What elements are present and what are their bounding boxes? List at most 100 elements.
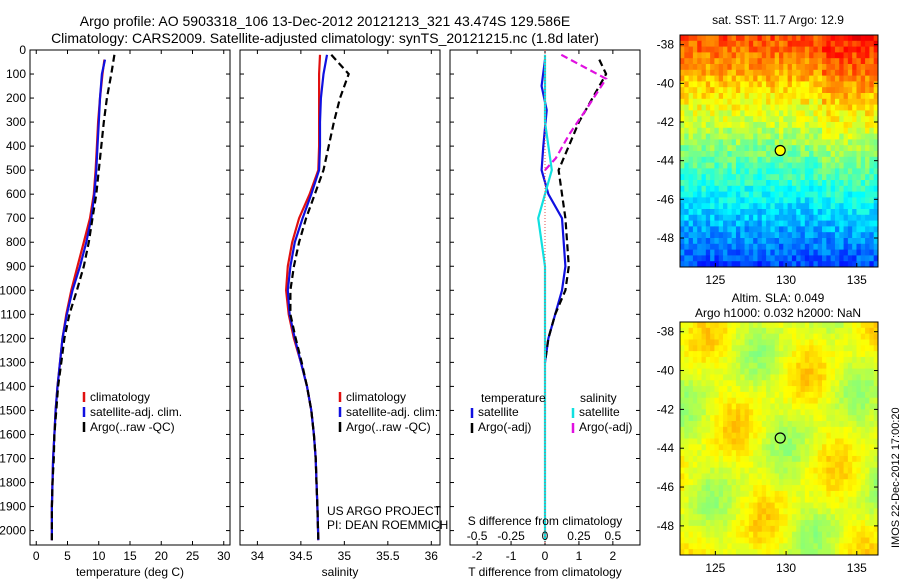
sst_map-cell xyxy=(839,151,844,158)
sla_map-cell xyxy=(847,322,853,329)
sst_map-cell xyxy=(826,139,832,146)
sst_map-cell xyxy=(873,197,879,204)
sla_map-cell xyxy=(761,322,767,329)
sla_map-cell xyxy=(757,455,763,463)
sla_map-cell xyxy=(684,438,689,445)
sla_map-cell xyxy=(860,508,866,515)
sla_map-cell xyxy=(761,356,767,364)
sst_map-cell xyxy=(766,81,771,88)
sst_map-cell xyxy=(748,151,754,158)
sst_map-cell xyxy=(783,168,788,175)
sla_map-cell xyxy=(817,549,823,556)
sst_map-cell xyxy=(723,52,728,59)
sla_map-cell xyxy=(723,508,728,515)
sla_map-cell xyxy=(813,444,819,451)
sst_map-cell xyxy=(727,93,733,100)
sst_map-cell xyxy=(800,243,806,250)
sst_map-cell xyxy=(830,168,836,175)
sst_map-cell xyxy=(860,249,866,256)
sla_map-cell xyxy=(757,514,763,521)
sst_map-cell xyxy=(839,75,844,82)
sst_map-cell xyxy=(744,58,750,65)
sst_map-cell xyxy=(779,46,784,53)
sst_map-cell xyxy=(684,52,689,59)
sla_map-cell xyxy=(740,426,745,434)
sla_map-cell xyxy=(860,339,866,346)
sst_map-cell xyxy=(865,104,870,111)
sla_map-cell xyxy=(735,403,741,410)
sst_map-cell xyxy=(869,139,875,146)
sst_map-cell xyxy=(692,209,698,216)
sla_map-cell xyxy=(826,450,832,457)
sla_map-cell xyxy=(761,514,767,521)
sst_map-cell xyxy=(813,52,819,59)
sla_map-cell xyxy=(774,351,780,358)
sla_map-cell xyxy=(865,531,870,538)
sst_map-cell xyxy=(697,127,702,134)
sla_map-cell xyxy=(714,485,720,492)
sst_map-cell xyxy=(735,191,741,198)
sla_map-cell xyxy=(791,496,797,503)
sst_map-cell xyxy=(791,180,797,187)
sst_map-cell xyxy=(697,203,702,210)
sst_map-cell xyxy=(791,191,797,198)
sst_map-cell xyxy=(718,93,724,100)
sst_map-cell xyxy=(787,64,793,71)
sla_map-cell xyxy=(800,461,806,469)
sla_map-cell xyxy=(731,432,737,439)
sla_map-cell xyxy=(731,380,737,387)
sla_map-cell xyxy=(856,467,862,474)
sst_map-cell xyxy=(783,238,788,245)
sst_map-cell xyxy=(787,75,793,82)
sst_map-cell xyxy=(718,249,724,256)
sst_map-cell xyxy=(731,185,737,192)
sst_map-cell xyxy=(684,81,689,88)
sla_map-cell xyxy=(705,351,711,358)
sst_map-cell xyxy=(800,238,806,245)
sst_map-cell xyxy=(770,64,776,71)
sla_map-cell xyxy=(796,496,801,503)
sla_map-cell xyxy=(753,345,758,352)
sla_map-cell xyxy=(718,479,724,486)
sla_map-cell xyxy=(761,549,767,556)
sst_map-cell xyxy=(705,151,711,158)
sla_map-cell xyxy=(727,368,733,375)
sla_map-cell xyxy=(710,345,715,352)
sst_map-cell xyxy=(783,64,788,71)
sla_map-cell xyxy=(860,461,866,469)
sla_map-cell xyxy=(796,386,801,393)
sla_map-cell xyxy=(860,368,866,375)
sla_map-cell xyxy=(813,327,819,335)
sst_map-cell xyxy=(830,174,836,181)
sla_map-cell xyxy=(727,450,733,457)
sla_map-cell xyxy=(757,403,763,410)
sst_map-cell xyxy=(865,174,870,181)
sla_map-cell xyxy=(817,525,823,533)
sla_map-cell xyxy=(779,432,784,439)
sst_map-cell xyxy=(809,110,814,117)
sst_map-cell xyxy=(692,174,698,181)
sla_map-cell xyxy=(727,339,733,346)
sst_map-cell xyxy=(834,243,840,250)
sla_map-cell xyxy=(774,374,780,381)
sst_map-cell xyxy=(710,127,715,134)
sla_map-cell xyxy=(735,467,741,474)
sla_map-cell xyxy=(830,333,836,340)
sla_map-cell xyxy=(761,461,767,469)
sla_map-cell xyxy=(809,432,814,439)
sst_map-cell xyxy=(873,191,879,198)
sla_map-cell xyxy=(770,490,776,498)
sst_map-cell xyxy=(869,35,875,42)
sst_map-cell xyxy=(856,40,862,47)
sla_map-cell xyxy=(727,351,733,358)
sla_map-cell xyxy=(826,368,832,375)
sst_map-cell xyxy=(753,226,758,233)
sst_map-cell xyxy=(731,174,737,181)
sla_map-cell xyxy=(800,403,806,410)
sst_map-cell xyxy=(809,104,814,111)
sst_map-cell xyxy=(718,35,724,42)
sst_map-cell xyxy=(847,133,853,140)
sla_map-cell xyxy=(774,386,780,393)
sla_map-cell xyxy=(705,438,711,445)
sst_map-cell xyxy=(843,52,849,59)
